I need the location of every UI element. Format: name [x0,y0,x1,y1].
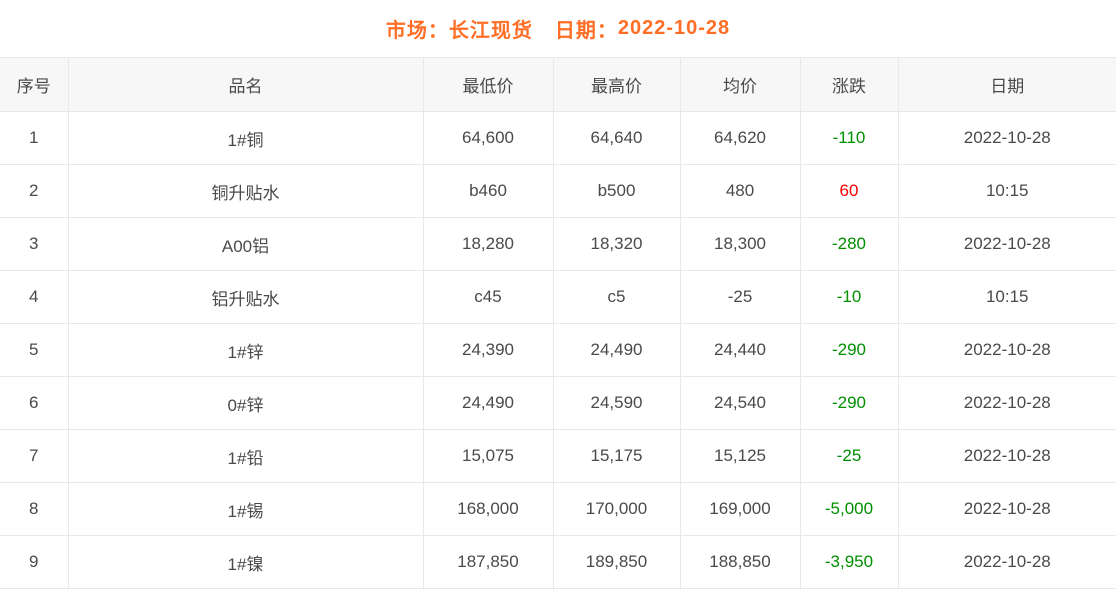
cell-change: -280 [799,217,898,271]
cell-avg: 64,620 [679,111,800,165]
cell-seq: 6 [0,376,68,430]
cell-product: 铝升贴水 [67,270,423,324]
cell-low: 187,850 [422,535,553,589]
cell-date: 2022-10-28 [897,429,1116,483]
price-table-header: 序号 品名 最低价 最高价 均价 涨跌 日期 [0,57,1116,112]
cell-change: -25 [799,429,898,483]
cell-product: 1#锡 [67,482,423,536]
cell-change: -10 [799,270,898,324]
cell-date: 2022-10-28 [897,535,1116,589]
column-header-seq: 序号 [0,57,68,112]
cell-high: c5 [552,270,680,324]
cell-high: 24,490 [552,323,680,377]
cell-seq: 4 [0,270,68,324]
cell-high: b500 [552,164,680,218]
cell-date: 2022-10-28 [897,111,1116,165]
cell-product: 铜升贴水 [67,164,423,218]
market-value: 长江现货 [448,20,533,42]
column-header-product: 品名 [67,57,423,112]
table-row: 5 1#锌 24,390 24,490 24,440 -290 2022-10-28 [0,323,1116,377]
cell-high: 24,590 [552,376,680,430]
table-row: 3 A00铝 18,280 18,320 18,300 -280 2022-10-28 [0,217,1116,271]
cell-product: 1#锌 [67,323,423,377]
cell-avg: 24,440 [679,323,800,377]
cell-avg: 188,850 [679,535,800,589]
cell-change: -3,950 [799,535,898,589]
cell-date: 2022-10-28 [897,376,1116,430]
cell-low: 168,000 [422,482,553,536]
table-row: 7 1#铅 15,075 15,175 15,125 -25 2022-10-28 [0,429,1116,483]
table-row: 4 铝升贴水 c45 c5 -25 -10 10:15 [0,270,1116,324]
cell-product: 1#铅 [67,429,423,483]
cell-avg: 169,000 [679,482,800,536]
cell-avg: 15,125 [679,429,800,483]
date-label: 日期： [554,20,618,42]
cell-high: 189,850 [552,535,680,589]
table-row: 1 1#铜 64,600 64,640 64,620 -110 2022-10-28 [0,111,1116,165]
header-row: 序号 品名 最低价 最高价 均价 涨跌 日期 [0,57,1116,112]
cell-product: 1#镍 [67,535,423,589]
market-label: 市场： [385,20,449,42]
cell-date: 10:15 [897,164,1116,218]
cell-change: -290 [799,376,898,430]
cell-seq: 1 [0,111,68,165]
cell-seq: 3 [0,217,68,271]
column-header-date: 日期 [897,57,1116,112]
date-value: 2022-10-28 [617,17,731,39]
cell-high: 18,320 [552,217,680,271]
cell-low: c45 [422,270,553,324]
table-row: 9 1#镍 187,850 189,850 188,850 -3,950 2022-10-2… [0,535,1116,589]
cell-avg: 24,540 [679,376,800,430]
cell-avg: -25 [679,270,800,324]
cell-seq: 7 [0,429,68,483]
cell-seq: 5 [0,323,68,377]
price-table-body: 1 1#铜 64,600 64,640 64,620 -110 2022-10-28 2 铜升贴… [0,111,1116,589]
cell-date: 2022-10-28 [897,323,1116,377]
price-table: 序号 品名 最低价 最高价 均价 涨跌 日期 1 1#铜 64,600 64,640 6… [0,57,1116,589]
cell-product: 1#铜 [67,111,423,165]
cell-high: 170,000 [552,482,680,536]
page-title: 市场： 长江现货 日期： 2022-10-28 [0,0,1116,57]
cell-seq: 9 [0,535,68,589]
table-row: 6 0#锌 24,490 24,590 24,540 -290 2022-10-28 [0,376,1116,430]
cell-low: 24,490 [422,376,553,430]
cell-date: 2022-10-28 [897,217,1116,271]
cell-change: -5,000 [799,482,898,536]
cell-low: b460 [422,164,553,218]
cell-high: 64,640 [552,111,680,165]
cell-seq: 8 [0,482,68,536]
cell-low: 24,390 [422,323,553,377]
column-header-low: 最低价 [422,57,553,112]
table-row: 2 铜升贴水 b460 b500 480 60 10:15 [0,164,1116,218]
column-header-avg: 均价 [679,57,800,112]
cell-high: 15,175 [552,429,680,483]
cell-seq: 2 [0,164,68,218]
cell-change: 60 [799,164,898,218]
cell-change: -110 [799,111,898,165]
column-header-high: 最高价 [552,57,680,112]
cell-low: 15,075 [422,429,553,483]
cell-low: 64,600 [422,111,553,165]
cell-change: -290 [799,323,898,377]
cell-product: A00铝 [67,217,423,271]
cell-date: 2022-10-28 [897,482,1116,536]
cell-product: 0#锌 [67,376,423,430]
cell-avg: 480 [679,164,800,218]
table-row: 8 1#锡 168,000 170,000 169,000 -5,000 2022-10-2… [0,482,1116,536]
cell-avg: 18,300 [679,217,800,271]
column-header-change: 涨跌 [799,57,898,112]
cell-date: 10:15 [897,270,1116,324]
cell-low: 18,280 [422,217,553,271]
